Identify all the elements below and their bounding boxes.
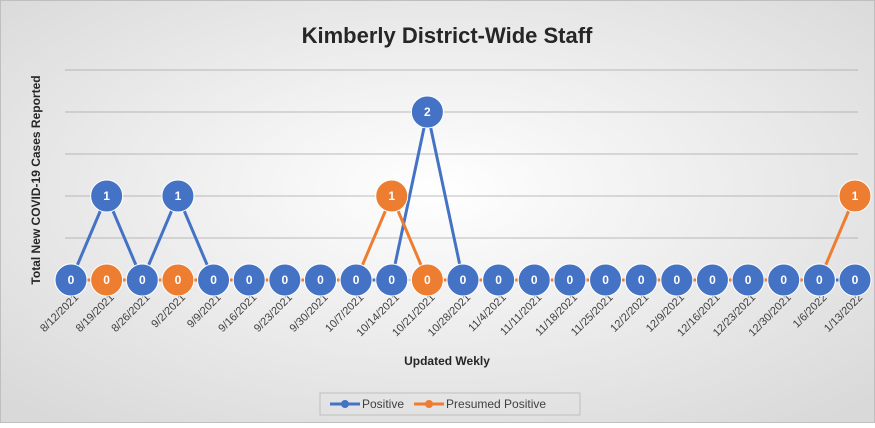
marker — [517, 263, 551, 297]
legend-label: Positive — [362, 397, 404, 411]
x-axis-title: Updated Wekly — [404, 354, 490, 368]
data-label: 0 — [531, 273, 538, 287]
marker — [589, 263, 623, 297]
marker — [838, 179, 872, 213]
data-label: 0 — [745, 273, 752, 287]
chart-title: Kimberly District-Wide Staff — [302, 23, 593, 48]
marker — [54, 263, 88, 297]
data-label: 0 — [780, 273, 787, 287]
marker — [410, 263, 444, 297]
marker — [339, 263, 373, 297]
data-label: 0 — [602, 273, 609, 287]
legend-label: Presumed Positive — [446, 397, 546, 411]
data-label: 0 — [495, 273, 502, 287]
marker — [838, 263, 872, 297]
marker — [660, 263, 694, 297]
marker — [553, 263, 587, 297]
data-label: 0 — [246, 273, 253, 287]
marker — [375, 263, 409, 297]
legend-box — [319, 392, 581, 416]
data-label: 0 — [281, 273, 288, 287]
data-label: 0 — [139, 273, 146, 287]
marker — [268, 263, 302, 297]
marker — [303, 263, 337, 297]
marker — [90, 179, 124, 213]
data-label: 0 — [673, 273, 680, 287]
marker — [232, 263, 266, 297]
marker — [802, 263, 836, 297]
data-label: 1 — [175, 189, 182, 203]
data-label: 0 — [424, 273, 431, 287]
data-label: 0 — [567, 273, 574, 287]
marker — [482, 263, 516, 297]
y-axis-title: Total New COVID-19 Cases Reported — [29, 75, 43, 284]
data-label: 2 — [424, 105, 431, 119]
marker — [125, 263, 159, 297]
data-label: 0 — [210, 273, 217, 287]
marker — [624, 263, 658, 297]
data-label: 1 — [852, 189, 859, 203]
marker — [767, 263, 801, 297]
marker — [161, 263, 195, 297]
data-label: 0 — [709, 273, 716, 287]
marker — [375, 179, 409, 213]
data-label: 0 — [317, 273, 324, 287]
marker — [446, 263, 480, 297]
marker — [695, 263, 729, 297]
marker — [731, 263, 765, 297]
marker — [410, 95, 444, 129]
marker — [197, 263, 231, 297]
data-label: 1 — [103, 189, 110, 203]
data-label: 0 — [638, 273, 645, 287]
data-label: 0 — [816, 273, 823, 287]
data-label: 1 — [388, 189, 395, 203]
data-label: 0 — [68, 273, 75, 287]
marker — [90, 263, 124, 297]
marker — [161, 179, 195, 213]
data-label: 0 — [388, 273, 395, 287]
legend-marker — [425, 400, 434, 408]
data-label: 0 — [852, 273, 859, 287]
data-label: 0 — [103, 273, 110, 287]
legend-marker — [341, 400, 349, 408]
data-label: 0 — [175, 273, 182, 287]
data-label: 0 — [353, 273, 360, 287]
data-label: 0 — [460, 273, 467, 287]
